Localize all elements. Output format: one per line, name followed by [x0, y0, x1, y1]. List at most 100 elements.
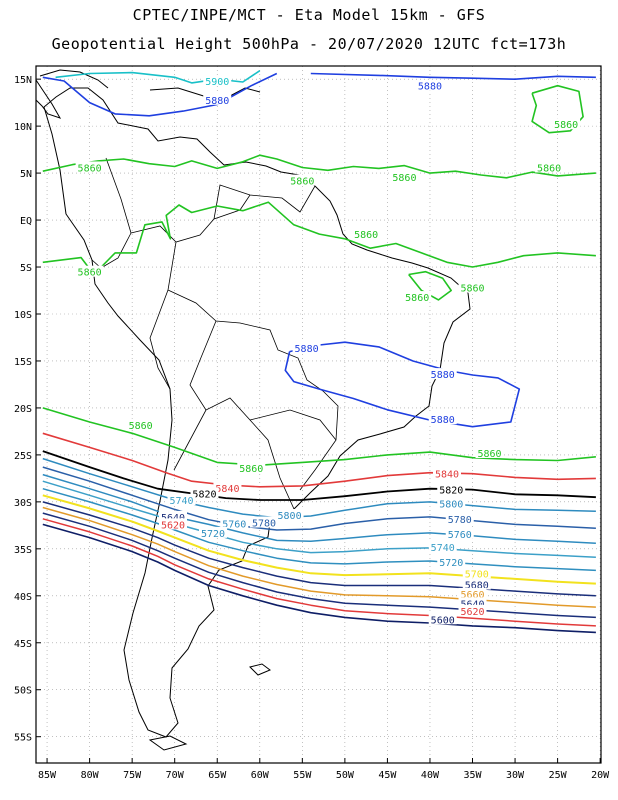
contour-label-5740: 5740	[431, 543, 455, 554]
contour-label-5860: 5860	[239, 464, 263, 475]
contour-label-bg	[445, 527, 474, 539]
contour-label-bg	[292, 341, 321, 353]
contour-5880	[284, 341, 521, 428]
lon-label: 55W	[293, 770, 312, 781]
contour-label-5840: 5840	[215, 484, 239, 495]
caribbean-coastline	[39, 69, 261, 99]
lat-label: 35S	[14, 545, 32, 556]
contour-labels: 5900 5880 5880 5860 5860 5860 5860 5860 5860 5860…	[75, 75, 581, 626]
contour-label-bg	[237, 462, 266, 474]
contour-label-5820: 5820	[439, 486, 463, 497]
latitude-labels: 15N 10N 5N EQ 5S 10S 15S 20S 25S 30S 35S 40S 45S 50S 5…	[14, 75, 32, 744]
contour-5700	[42, 494, 596, 585]
contour-label-bg	[458, 587, 487, 599]
contour-label-bg	[428, 368, 457, 380]
lon-label: 45W	[378, 770, 397, 781]
contour-label-5880: 5880	[295, 344, 319, 355]
lat-label: 5S	[20, 263, 32, 274]
lon-label: 40W	[421, 770, 440, 781]
contour-label-bg	[126, 418, 155, 430]
lat-label: 25S	[14, 451, 32, 462]
contour-5740	[42, 480, 596, 559]
lat-label: 10S	[14, 310, 32, 321]
contour-label-bg	[428, 413, 457, 425]
contour-label-5860: 5860	[477, 449, 501, 460]
contour-label-bg	[288, 174, 317, 186]
contour-label-bg	[445, 512, 474, 524]
map-frame	[35, 65, 602, 764]
contour-label-bg	[437, 497, 466, 509]
contour-label-5760: 5760	[222, 519, 246, 530]
contour-5680	[42, 501, 596, 597]
contour-label-5860: 5860	[460, 284, 484, 295]
contour-label-5860: 5860	[354, 230, 378, 241]
contour-5860	[42, 407, 596, 466]
contour-label-5620: 5620	[161, 520, 185, 531]
contour-label-bg	[458, 281, 487, 293]
contour-label-bg	[352, 228, 381, 240]
contour-label-5880: 5880	[418, 82, 442, 93]
contour-label-5860: 5860	[405, 293, 429, 304]
contour-label-bg	[458, 604, 487, 616]
lat-label: 50S	[14, 686, 32, 697]
contour-label-5860: 5860	[290, 177, 314, 188]
contour-label-bg	[415, 79, 444, 91]
contour-label-5860: 5860	[129, 421, 153, 432]
lon-label: 75W	[123, 770, 142, 781]
contour-label-bg	[552, 118, 581, 130]
contour-5640	[42, 512, 596, 619]
gridlines	[36, 66, 601, 763]
contour-label-5780: 5780	[252, 519, 276, 530]
contour-label-bg	[75, 265, 104, 277]
map-title: CPTEC/INPE/MCT - Eta Model 15km - GFS	[132, 6, 486, 24]
contour-label-5780: 5780	[448, 515, 472, 526]
contour-label-5600: 5600	[431, 615, 455, 626]
contour-5660	[42, 506, 596, 608]
contour-label-5680: 5680	[465, 581, 489, 592]
contour-label-5880: 5880	[431, 370, 455, 381]
lon-label: 85W	[38, 770, 57, 781]
contour-5780	[42, 466, 596, 531]
contour-label-bg	[203, 93, 232, 105]
contour-5840	[42, 432, 596, 488]
contour-label-bg	[437, 483, 466, 495]
central-america-coastline	[35, 79, 62, 119]
contour-label-5860: 5860	[78, 163, 102, 174]
lat-label: 20S	[14, 404, 32, 415]
lat-label: 10N	[14, 122, 32, 133]
contour-5900	[55, 70, 261, 84]
contour-label-5720: 5720	[201, 529, 225, 540]
contour-label-bg	[203, 75, 232, 87]
contour-label-5660: 5660	[460, 590, 484, 601]
contour-5820	[42, 450, 596, 501]
lon-label: 60W	[251, 770, 270, 781]
contour-label-bg	[213, 481, 242, 493]
contour-label-bg	[167, 493, 196, 505]
contour-label-5900: 5900	[205, 77, 229, 88]
contour-label-5720: 5720	[439, 558, 463, 569]
contour-label-5860: 5860	[392, 173, 416, 184]
coastlines-and-borders	[35, 69, 471, 751]
contour-label-5820: 5820	[192, 489, 216, 500]
contour-label-bg	[198, 526, 227, 538]
south-america-coastline	[43, 87, 471, 738]
contour-label-5700: 5700	[465, 569, 489, 580]
contour-label-bg	[462, 578, 491, 590]
lat-label: 30S	[14, 498, 32, 509]
contour-label-bg	[428, 613, 457, 625]
lon-label: 30W	[506, 770, 525, 781]
contour-label-5640: 5640	[460, 599, 484, 610]
contour-label-bg	[458, 597, 487, 609]
contour-label-bg	[390, 170, 419, 182]
contour-5860	[408, 270, 452, 301]
contour-5600	[42, 523, 596, 634]
lat-label: 5N	[20, 169, 32, 180]
contour-label-5860: 5860	[537, 163, 561, 174]
title-block: CPTEC/INPE/MCT - Eta Model 15km - GFS Ge…	[0, 0, 618, 60]
contour-label-bg	[190, 487, 219, 499]
contour-label-bg	[403, 291, 432, 303]
contour-label-bg	[475, 447, 504, 459]
lat-label: 55S	[14, 733, 32, 744]
contour-label-bg	[275, 509, 304, 521]
